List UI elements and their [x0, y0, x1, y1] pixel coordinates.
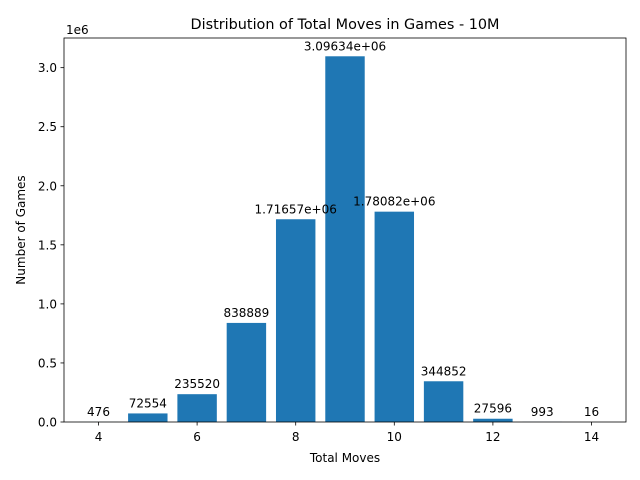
bar-value-label-5: 72554: [129, 396, 167, 410]
y-tick-label-3: 1.5: [38, 238, 57, 252]
y-tick-label-6: 3.0: [38, 61, 57, 75]
y-axis-label: Number of Games: [14, 175, 28, 284]
y-tick-label-4: 2.0: [38, 179, 57, 193]
bar-10: [374, 211, 415, 422]
bars-group: [78, 56, 612, 423]
y-tick-label-1: 0.5: [38, 356, 57, 370]
y-axis-offset-label: 1e6: [66, 23, 89, 37]
bar-value-label-11: 344852: [421, 364, 467, 378]
y-tick-label-2: 1.0: [38, 297, 57, 311]
x-tick-label-14: 14: [584, 430, 599, 444]
bar-value-label-7: 838889: [223, 306, 269, 320]
bar-value-label-6: 235520: [174, 377, 220, 391]
chart-title: Distribution of Total Moves in Games - 1…: [191, 17, 500, 33]
x-tick-label-10: 10: [387, 430, 402, 444]
bar-value-label-14: 16: [584, 405, 599, 419]
bar-value-label-10: 1.78082e+06: [353, 195, 435, 209]
bar-value-label-13: 993: [531, 405, 554, 419]
x-tick-label-4: 4: [95, 430, 103, 444]
x-tick-label-12: 12: [485, 430, 500, 444]
bar-9: [325, 56, 365, 423]
bar-11: [423, 381, 464, 422]
x-axis-label: Total Moves: [309, 451, 380, 465]
x-tick-label-6: 6: [193, 430, 201, 444]
bar-value-label-8: 1.71657e+06: [255, 202, 337, 216]
bar-5: [128, 413, 168, 422]
y-axis: 0.0 0.5 1.0 1.5 2.0 2.5 3.0: [38, 61, 64, 430]
bar-7: [226, 322, 267, 422]
bar-value-label-4: 476: [87, 405, 110, 419]
bar-value-label-9: 3.09634e+06: [304, 39, 386, 53]
bar-12: [473, 418, 513, 422]
bar-6: [177, 394, 217, 422]
plot-area-frame: [63, 37, 627, 423]
y-tick-label-5: 2.5: [38, 120, 57, 134]
y-tick-label-0: 0.0: [38, 416, 57, 430]
x-axis: 4 6 8 10 12 14: [95, 422, 599, 444]
bar-value-label-12: 27596: [474, 402, 512, 416]
bar-8: [275, 219, 316, 422]
bar-labels-group: 476 72554 235520 838889 1.71657e+06 3.09634e+…: [87, 39, 599, 419]
x-tick-label-8: 8: [292, 430, 300, 444]
